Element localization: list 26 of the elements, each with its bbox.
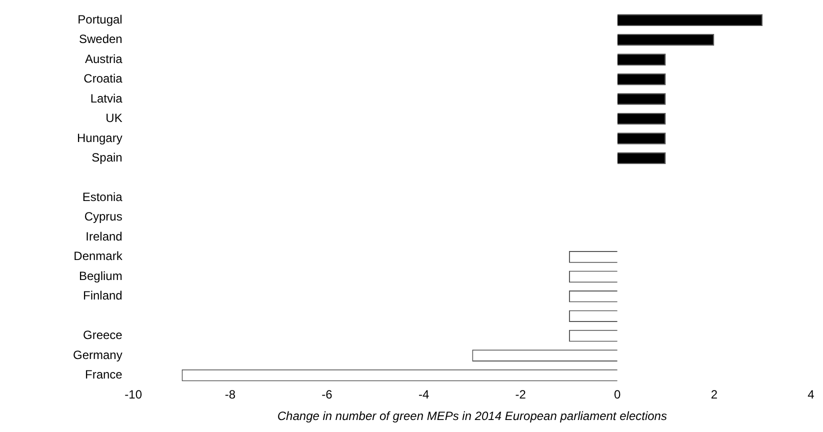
- x-axis-title: Change in number of green MEPs in 2014 European parliament elections: [277, 409, 667, 424]
- y-tick-label: Croatia: [84, 72, 123, 86]
- y-tick-label: Germany: [72, 348, 122, 362]
- y-tick-label: Ireland: [86, 229, 122, 244]
- y-tick-label: Sweden: [78, 32, 122, 46]
- y-tick-label: Greece: [82, 328, 123, 342]
- y-tick-label: Finland: [82, 288, 122, 303]
- x-tick-label: -4: [418, 388, 430, 402]
- y-tick-label: Latvia: [90, 91, 123, 106]
- x-tick-label: -2: [515, 388, 526, 402]
- x-tick-label: -6: [322, 388, 333, 402]
- y-tick-label: UK: [106, 111, 122, 126]
- y-tick-label: Spain: [92, 150, 122, 165]
- x-tick-label: -10: [124, 388, 142, 402]
- y-tick-label: Hungary: [76, 130, 122, 145]
- x-tick-label: 4: [808, 388, 815, 402]
- x-tick-label: 2: [710, 388, 718, 402]
- y-tick-label: Austria: [84, 52, 123, 66]
- y-tick-label: Portugal: [78, 12, 122, 26]
- y-tick-label: France: [84, 368, 123, 382]
- y-tick-label: Cyprus: [84, 210, 122, 224]
- y-tick-label: Denmark: [74, 249, 124, 264]
- x-tick-label: -8: [224, 388, 236, 402]
- x-tick-label: 0: [614, 388, 622, 402]
- y-tick-label: Estonia: [82, 190, 123, 204]
- y-tick-label: Beglium: [78, 268, 122, 283]
